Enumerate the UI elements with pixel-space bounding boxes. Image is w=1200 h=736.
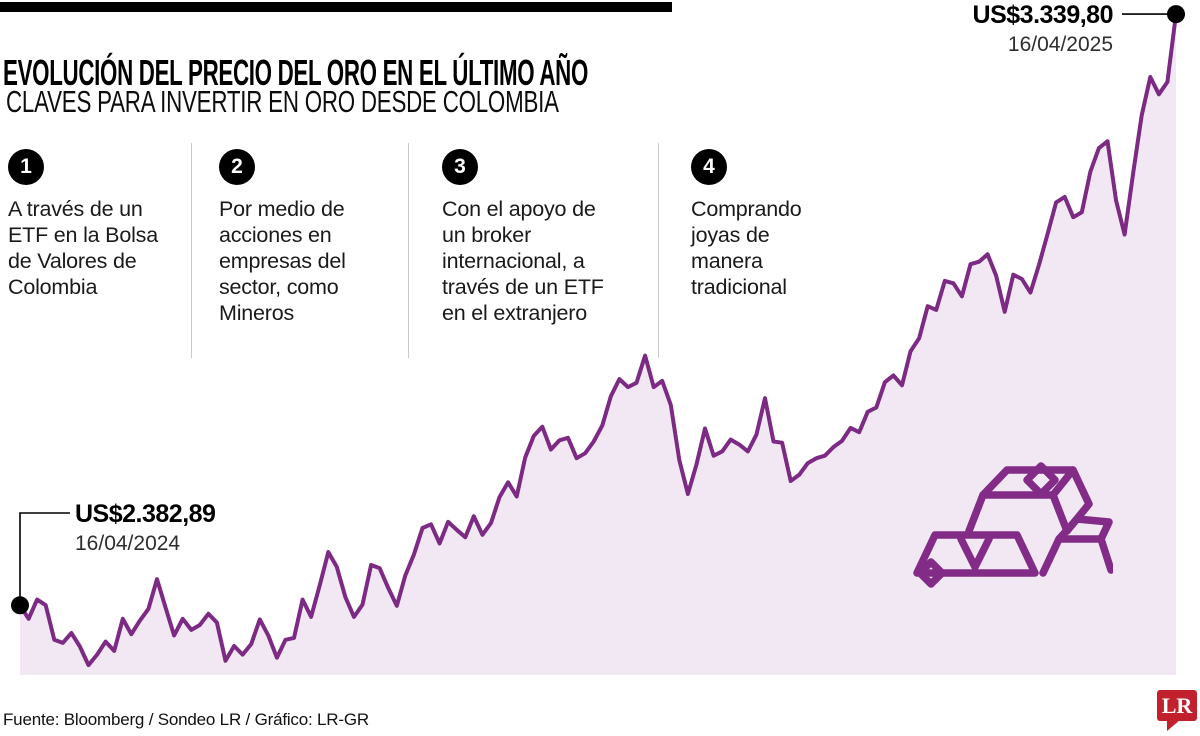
- lr-logo: LR: [1157, 690, 1197, 732]
- start-price-value: US$2.382,89: [75, 500, 216, 528]
- key-divider-1: [191, 143, 192, 358]
- key-text-1: A través de un ETF en la Bolsa de Valore…: [8, 197, 158, 299]
- gold-bars-icon: [913, 462, 1113, 588]
- key-number-badge-2: 2: [219, 149, 255, 185]
- source-credit: Fuente: Bloomberg / Sondeo LR / Gráfico:…: [3, 710, 369, 729]
- end-price-value: US$3.339,80: [972, 1, 1114, 29]
- start-point-label: US$2.382,89 16/04/2024: [75, 500, 216, 556]
- end-point-marker: [1167, 5, 1185, 24]
- start-connector-line: [19, 512, 70, 598]
- subtitle: CLAVES PARA INVERTIR EN ORO DESDE COLOMB…: [6, 84, 559, 119]
- start-point-marker: [11, 596, 29, 615]
- key-number-badge-3: 3: [442, 149, 478, 185]
- price-line: [18, 12, 1178, 668]
- key-text-2: Por medio de acciones en empresas del se…: [219, 197, 346, 325]
- key-divider-2: [408, 143, 409, 358]
- key-text-4: Comprando joyas de manera tradicional: [691, 197, 802, 299]
- lr-logo-bubble: LR: [1157, 690, 1197, 721]
- key-text-3: Con el apoyo de un broker internacional,…: [442, 197, 604, 325]
- lr-logo-tail: [1167, 720, 1180, 731]
- key-number-badge-4: 4: [691, 149, 727, 185]
- start-price-date: 16/04/2024: [75, 532, 181, 555]
- end-point-label: US$3.339,80 16/04/2025: [972, 1, 1114, 57]
- key-item-4: 4 Comprando joyas de manera tradicional: [691, 149, 851, 300]
- key-item-1: 1 A través de un ETF en la Bolsa de Valo…: [8, 149, 188, 300]
- page-title: EVOLUCIÓN DEL PRECIO DEL ORO EN EL ÚLTIM…: [3, 52, 589, 94]
- end-price-date: 16/04/2025: [1007, 33, 1113, 56]
- title-accent-bar: [0, 2, 672, 12]
- key-divider-3: [658, 143, 659, 358]
- area-fill: [20, 14, 1176, 676]
- key-number-badge-1: 1: [8, 149, 44, 185]
- key-item-3: 3 Con el apoyo de un broker internaciona…: [442, 149, 642, 326]
- key-item-2: 2 Por medio de acciones en empresas del …: [219, 149, 399, 326]
